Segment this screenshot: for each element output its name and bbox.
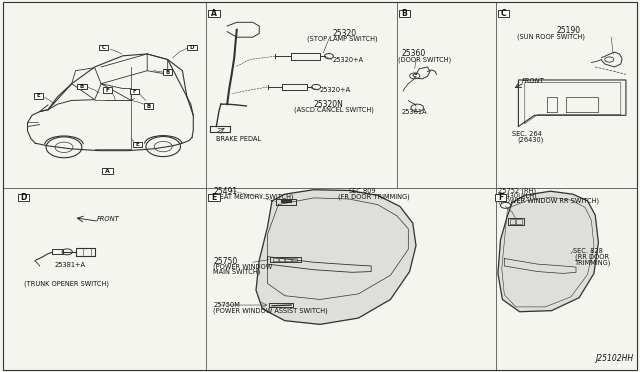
Text: (POWER WINDOW RR SWITCH): (POWER WINDOW RR SWITCH) <box>498 198 599 204</box>
Text: B: B <box>80 84 84 89</box>
Text: (FR DOOR TRIMMING): (FR DOOR TRIMMING) <box>338 193 410 200</box>
Text: 25320+A: 25320+A <box>333 57 364 62</box>
Polygon shape <box>498 191 598 312</box>
Text: TRIMMING): TRIMMING) <box>575 259 611 266</box>
Bar <box>34 93 44 99</box>
Bar <box>187 45 197 50</box>
Text: SEC. 264: SEC. 264 <box>512 131 542 137</box>
Text: SEC.809: SEC.809 <box>349 188 376 194</box>
Text: (POWER WINDOW: (POWER WINDOW <box>213 263 273 270</box>
Text: 25750: 25750 <box>213 257 237 266</box>
Text: 25381+A: 25381+A <box>54 262 85 268</box>
Text: A: A <box>211 9 217 18</box>
Bar <box>77 83 87 89</box>
Bar <box>399 10 410 17</box>
Text: BRAKE PEDAL: BRAKE PEDAL <box>216 136 260 142</box>
Text: 25190: 25190 <box>557 26 581 35</box>
Text: C: C <box>501 9 506 18</box>
Text: (SEAT MEMORY SWITCH): (SEAT MEMORY SWITCH) <box>213 193 294 200</box>
Text: SEC. 828: SEC. 828 <box>573 248 603 254</box>
Text: (TRUNK OPENER SWITCH): (TRUNK OPENER SWITCH) <box>24 280 109 287</box>
Bar <box>18 194 29 201</box>
Text: (26430): (26430) <box>517 136 543 143</box>
Text: F: F <box>498 193 503 202</box>
Text: (SUN ROOF SWITCH): (SUN ROOF SWITCH) <box>517 33 585 40</box>
Bar <box>129 89 140 94</box>
Text: 25750M: 25750M <box>213 302 240 308</box>
Text: 25361A: 25361A <box>401 109 427 115</box>
Text: D: D <box>189 45 195 50</box>
Text: B: B <box>402 9 407 18</box>
Text: (RR DOOR: (RR DOOR <box>575 253 609 260</box>
Text: FRONT: FRONT <box>97 217 120 222</box>
Text: B: B <box>166 70 170 75</box>
Text: 25491: 25491 <box>213 187 237 196</box>
Bar <box>208 194 220 201</box>
Bar <box>498 10 509 17</box>
Text: (DOOR SWITCH): (DOOR SWITCH) <box>398 56 451 63</box>
Bar <box>208 10 220 17</box>
Text: 25320+A: 25320+A <box>320 87 351 93</box>
Text: E: E <box>136 142 140 147</box>
Polygon shape <box>256 190 416 324</box>
Text: D: D <box>20 193 27 202</box>
Text: F: F <box>106 87 109 93</box>
Text: 25360: 25360 <box>402 49 426 58</box>
Bar <box>144 103 154 109</box>
Bar <box>102 168 113 174</box>
Text: C: C <box>102 45 106 50</box>
Text: (ASCD CANCEL SWITCH): (ASCD CANCEL SWITCH) <box>294 106 374 113</box>
Text: (STOP LAMP SWITCH): (STOP LAMP SWITCH) <box>307 36 378 42</box>
Text: 25752 (RH): 25752 (RH) <box>498 187 536 194</box>
Text: B: B <box>147 103 150 109</box>
Text: FRONT: FRONT <box>522 78 544 84</box>
Text: 25320N: 25320N <box>314 100 344 109</box>
Bar <box>102 87 113 93</box>
Text: E: E <box>36 93 40 99</box>
Bar <box>163 69 173 75</box>
Text: (POWER WINDOW ASSIST SWITCH): (POWER WINDOW ASSIST SWITCH) <box>213 307 328 314</box>
Text: A: A <box>105 169 110 174</box>
Text: MAIN SWITCH): MAIN SWITCH) <box>213 268 260 275</box>
Text: 25430U(LH): 25430U(LH) <box>498 192 538 199</box>
Bar <box>99 45 108 50</box>
Bar <box>133 141 142 147</box>
Text: F: F <box>132 89 136 94</box>
Bar <box>495 194 506 201</box>
Text: E: E <box>211 193 216 202</box>
Text: J25102HH: J25102HH <box>595 355 634 363</box>
Text: 25320: 25320 <box>333 29 357 38</box>
